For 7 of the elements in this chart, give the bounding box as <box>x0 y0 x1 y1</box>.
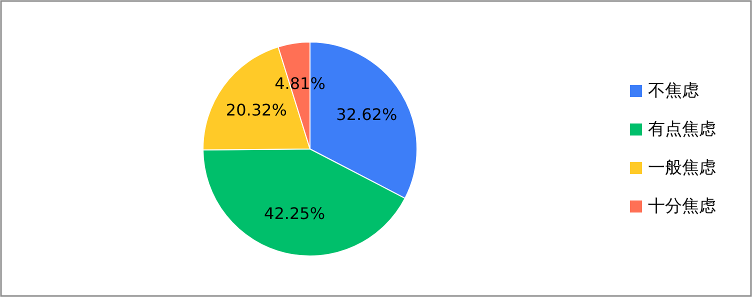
data-label: 42.25% <box>264 204 326 224</box>
legend-label: 有点焦虑 <box>648 120 716 140</box>
data-label: 20.32% <box>226 100 287 120</box>
legend-label: 十分焦虑 <box>648 196 716 216</box>
legend-label: 一般焦虑 <box>648 158 716 178</box>
data-label: 32.62% <box>336 105 398 124</box>
legend-label: 不焦虑 <box>648 81 699 101</box>
